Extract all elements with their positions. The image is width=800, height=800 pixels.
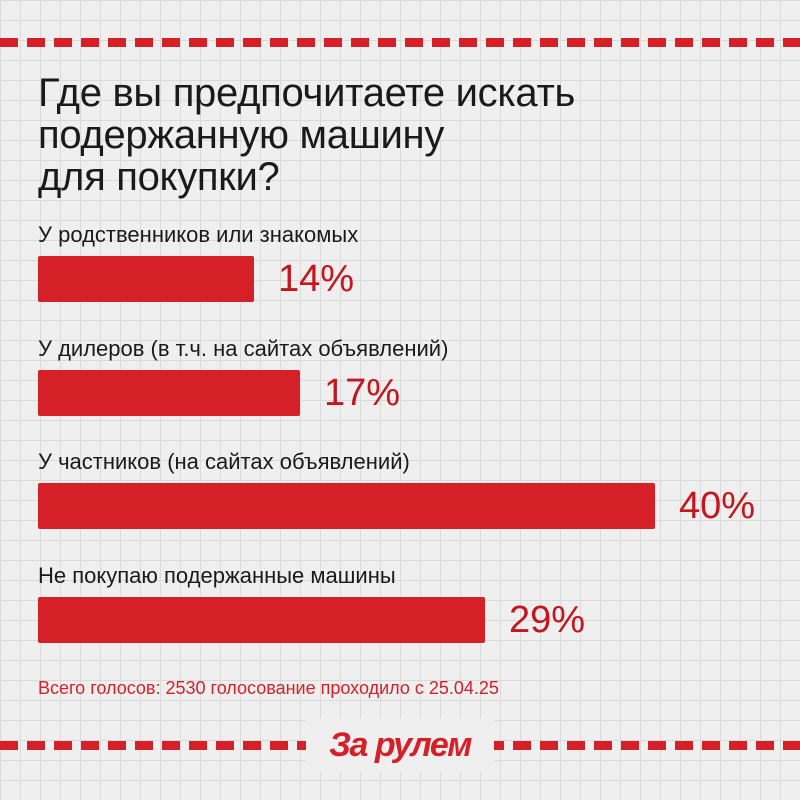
poll-option: Не покупаю подержанные машины 29% bbox=[38, 563, 778, 643]
value-label: 14% bbox=[278, 258, 355, 300]
brand-logo-text: За рулем bbox=[329, 726, 472, 764]
value-label: 29% bbox=[509, 599, 586, 641]
poll-option: У родственников или знакомых 14% bbox=[38, 222, 778, 302]
poll-title: Где вы предпочитаете искать подержанную … bbox=[38, 72, 758, 198]
poll-option: У частников (на сайтах объявлений) 40% bbox=[38, 449, 778, 529]
value-label: 17% bbox=[324, 372, 401, 414]
option-label: Не покупаю подержанные машины bbox=[38, 563, 396, 588]
option-label: У родственников или знакомых bbox=[38, 222, 359, 247]
title-line-2: подержанную машину bbox=[38, 113, 445, 157]
value-label: 40% bbox=[679, 485, 756, 527]
bar-row: 29% bbox=[38, 597, 778, 643]
bar bbox=[38, 256, 254, 302]
bar bbox=[38, 370, 300, 416]
bar-row: 40% bbox=[38, 483, 778, 529]
title-line-1: Где вы предпочитаете искать bbox=[38, 71, 576, 115]
poll-option: У дилеров (в т.ч. на сайтах объявлений) 1… bbox=[38, 336, 778, 416]
bar-row: 14% bbox=[38, 256, 778, 302]
option-label: У частников (на сайтах объявлений) bbox=[38, 449, 410, 474]
option-label: У дилеров (в т.ч. на сайтах объявлений) bbox=[38, 336, 449, 361]
total-votes-note: Всего голосов: 2530 голосование проходил… bbox=[38, 678, 499, 698]
top-dashed-border bbox=[0, 38, 800, 47]
bar bbox=[38, 483, 655, 529]
brand-logo: За рулем bbox=[306, 718, 494, 772]
title-line-3: для покупки? bbox=[38, 155, 280, 199]
bar-row: 17% bbox=[38, 370, 778, 416]
bar bbox=[38, 597, 485, 643]
